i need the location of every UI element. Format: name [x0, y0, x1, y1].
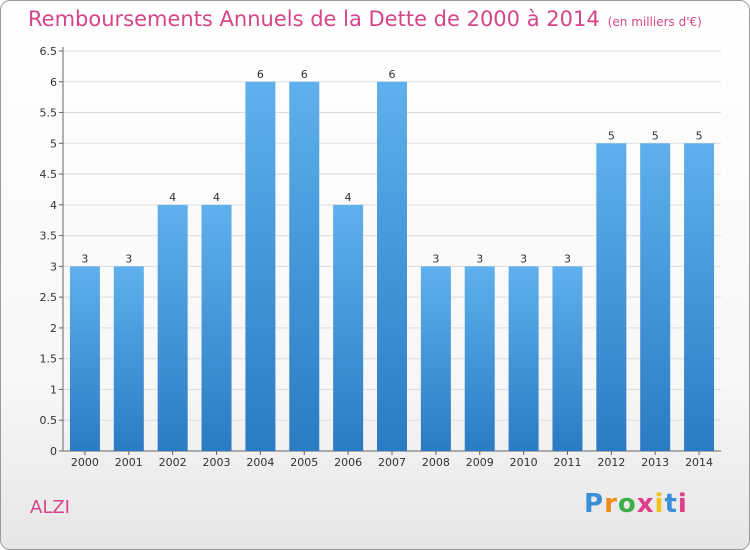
- x-tick-label: 2002: [159, 456, 187, 469]
- bar-value-label: 3: [81, 252, 88, 265]
- logo-letter: i: [654, 489, 665, 519]
- y-tick-label: 2.5: [40, 291, 58, 304]
- logo-letter: x: [636, 489, 655, 519]
- x-tick-label: 2011: [553, 456, 581, 469]
- y-tick-label: 3: [50, 260, 57, 273]
- y-tick-label: 0: [50, 445, 57, 458]
- bar-value-label: 3: [432, 252, 439, 265]
- x-tick-label: 2009: [466, 456, 494, 469]
- chart-title-block: Remboursements Annuels de la Dette de 20…: [28, 7, 702, 31]
- y-tick-label: 0.5: [40, 414, 58, 427]
- bar: [333, 204, 364, 451]
- y-tick-label: 2: [50, 322, 57, 335]
- x-tick-label: 2013: [641, 456, 669, 469]
- bar-value-label: 5: [608, 129, 615, 142]
- y-tick-label: 1.5: [40, 353, 58, 366]
- bar: [377, 81, 407, 452]
- bar: [245, 81, 276, 452]
- x-tick-label: 2000: [71, 456, 99, 469]
- axis-ticks: 0 0.5 1 1.5 2 2.5 3 3.5 4 4.5 5 5.5 6 6.5 2000 2001 2002…: [40, 45, 714, 469]
- bar: [157, 204, 188, 451]
- x-tick-label: 2001: [115, 456, 143, 469]
- bar: [201, 204, 232, 451]
- logo-letter: t: [664, 489, 678, 519]
- bar-value-label: 6: [257, 68, 264, 81]
- y-tick-label: 1: [50, 383, 57, 396]
- bar-value-label: 4: [169, 191, 176, 204]
- y-tick-label: 6: [50, 76, 57, 89]
- bar: [420, 266, 451, 451]
- bar-value-label: 3: [125, 252, 132, 265]
- logo-letter: o: [617, 489, 637, 519]
- x-tick-label: 2007: [378, 456, 406, 469]
- x-tick-label: 2010: [510, 456, 538, 469]
- y-tick-label: 4.5: [40, 168, 58, 181]
- commune-name: ALZI: [30, 497, 70, 518]
- bar: [684, 143, 715, 452]
- proxiti-logo: Proxiti: [584, 489, 688, 519]
- x-tick-label: 2005: [290, 456, 318, 469]
- bar-value-label: 3: [520, 252, 527, 265]
- logo-letter: P: [584, 489, 605, 519]
- bar-value-label: 3: [564, 252, 571, 265]
- bar-value-label: 4: [213, 191, 220, 204]
- x-tick-label: 2008: [422, 456, 450, 469]
- logo-letter: r: [604, 489, 618, 519]
- bar-value-label: 5: [652, 129, 659, 142]
- chart-unit: (en milliers d'€): [607, 15, 702, 29]
- y-tick-label: 5: [50, 137, 57, 150]
- bar-value-label: 4: [345, 191, 352, 204]
- bar: [552, 266, 583, 451]
- bar-value-label: 6: [389, 68, 396, 81]
- bar: [289, 81, 320, 452]
- y-tick-label: 4: [50, 199, 57, 212]
- bar: [640, 143, 671, 452]
- bars: [69, 81, 715, 452]
- bar-value-label: 3: [476, 252, 483, 265]
- bar-value-label: 6: [301, 68, 308, 81]
- x-tick-label: 2014: [685, 456, 713, 469]
- logo-letter: i: [677, 489, 688, 519]
- bar: [596, 143, 627, 452]
- x-tick-label: 2004: [246, 456, 274, 469]
- chart-title: Remboursements Annuels de la Dette de 20…: [28, 7, 600, 31]
- x-tick-label: 2003: [203, 456, 231, 469]
- bar: [464, 266, 495, 451]
- y-tick-label: 3.5: [40, 230, 58, 243]
- bar-value-label: 5: [696, 129, 703, 142]
- x-tick-label: 2012: [597, 456, 625, 469]
- y-tick-label: 6.5: [40, 45, 58, 58]
- bar: [69, 266, 100, 451]
- bar: [508, 266, 539, 451]
- y-tick-label: 5.5: [40, 107, 58, 120]
- x-tick-label: 2006: [334, 456, 362, 469]
- bar-value-labels: 3 3 4 4 6 6 4 6 3 3 3 3 5 5 5: [81, 68, 702, 266]
- bar: [113, 266, 144, 451]
